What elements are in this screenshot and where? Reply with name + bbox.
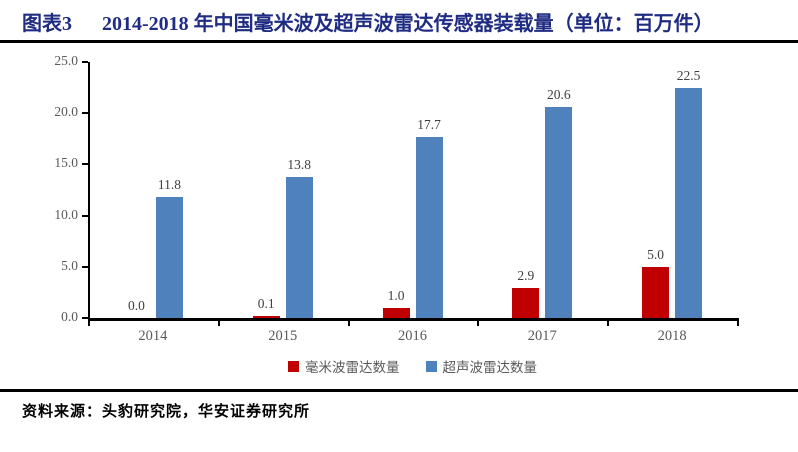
bar-ultrasonic-2016 <box>415 137 443 318</box>
x-axis-tick <box>607 321 610 326</box>
bar-mmwave-2018 <box>642 267 670 318</box>
x-axis-tick <box>88 321 90 326</box>
chart-legend: 毫米波雷达数量 超声波雷达数量 <box>88 356 737 376</box>
legend-swatch-ultrasonic <box>425 360 437 372</box>
x-axis-label-2015: 2015 <box>268 328 298 344</box>
x-axis-tick <box>347 321 350 326</box>
y-axis-line <box>88 62 90 318</box>
y-axis-tick-label: 25.0 <box>54 53 78 68</box>
title-divider <box>0 40 798 43</box>
value-label-mmwave-2016: 1.0 <box>387 288 405 303</box>
figure-label: 图表3 <box>22 13 72 35</box>
x-axis-label-2017: 2017 <box>527 328 557 344</box>
value-label-mmwave-2017: 2.9 <box>517 268 535 283</box>
value-label-mmwave-2018: 5.0 <box>647 247 665 262</box>
x-axis-tick <box>477 321 480 326</box>
bar-ultrasonic-2014 <box>155 197 183 318</box>
legend-label-mmwave: 毫米波雷达数量 <box>305 360 400 375</box>
x-axis-tick <box>737 321 739 326</box>
x-axis-label-2016: 2016 <box>398 328 427 344</box>
y-axis-tick <box>82 214 88 217</box>
x-axis-tick <box>217 321 220 326</box>
y-axis-tick-label: 15.0 <box>54 155 78 171</box>
value-label-ultrasonic-2018: 22.5 <box>676 68 701 83</box>
y-axis-tick <box>82 163 88 166</box>
bar-mmwave-2016 <box>382 308 410 318</box>
legend-item-ultrasonic: 超声波雷达数量 <box>425 356 538 376</box>
value-label-mmwave-2015: 0.1 <box>257 296 275 311</box>
figure-header: 图表3 2014-2018 年中国毫米波及超声波雷达传感器装载量（单位：百万件） <box>22 7 714 36</box>
value-label-mmwave-2014: 0.0 <box>127 298 145 313</box>
y-axis-tick-label: 10.0 <box>54 206 78 222</box>
footer-divider <box>0 389 798 392</box>
value-label-ultrasonic-2017: 20.6 <box>546 87 571 102</box>
bar-ultrasonic-2015 <box>285 177 313 318</box>
y-axis-tick-label: 20.0 <box>54 104 78 120</box>
y-axis-tick <box>82 61 88 63</box>
bar-mmwave-2017 <box>512 288 540 318</box>
bar-ultrasonic-2017 <box>545 107 573 318</box>
x-axis-label-2014: 2014 <box>138 328 168 344</box>
y-axis-tick-label: 5.0 <box>61 257 78 273</box>
value-label-ultrasonic-2016: 17.7 <box>417 117 441 132</box>
bar-mmwave-2015 <box>252 316 280 318</box>
figure-title: 2014-2018 年中国毫米波及超声波雷达传感器装载量（单位：百万件） <box>102 13 714 35</box>
source-note: 资料来源：头豹研究院，华安证券研究所 <box>22 404 311 420</box>
x-axis-line <box>88 318 739 321</box>
bar-ultrasonic-2018 <box>675 88 703 318</box>
value-label-ultrasonic-2014: 11.8 <box>157 177 181 192</box>
y-axis-tick <box>82 265 88 268</box>
y-axis-tick <box>82 317 88 319</box>
x-axis-label-2018: 2018 <box>657 328 687 344</box>
y-axis-tick-label: 0.0 <box>61 309 78 324</box>
legend-label-ultrasonic: 超声波雷达数量 <box>442 360 538 375</box>
value-label-ultrasonic-2015: 13.8 <box>287 157 311 172</box>
legend-item-mmwave: 毫米波雷达数量 <box>288 356 400 376</box>
y-axis-tick <box>82 112 88 115</box>
legend-swatch-mmwave <box>288 360 299 372</box>
